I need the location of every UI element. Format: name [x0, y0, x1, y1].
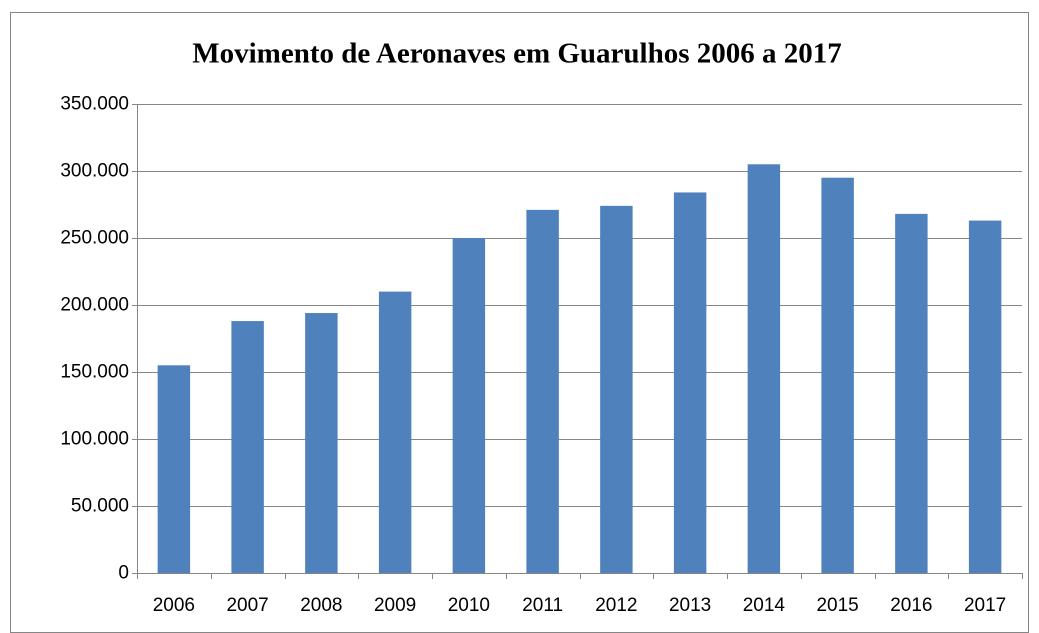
y-tick-label: 350.000: [60, 94, 129, 115]
y-tick-label: 150.000: [60, 362, 129, 383]
x-tick-label: 2014: [743, 595, 786, 616]
x-tick-label: 2008: [300, 595, 342, 616]
y-tick-label: 100.000: [60, 429, 129, 450]
bar: [821, 177, 854, 573]
bar: [157, 365, 191, 573]
y-tick-label: 250.000: [60, 228, 129, 249]
x-tick-label: 2013: [669, 595, 711, 616]
y-tick-label: 0: [118, 563, 129, 584]
x-tick-label: 2006: [153, 595, 195, 616]
y-tick-label: 50.000: [71, 496, 129, 517]
x-tick-label: 2007: [226, 595, 268, 616]
x-tick-label: 2012: [595, 595, 637, 616]
bar: [600, 205, 633, 573]
y-tick-label: 300.000: [60, 161, 129, 182]
x-tick-label: 2009: [374, 595, 416, 616]
bar: [452, 238, 486, 573]
x-tick-label: 2016: [890, 595, 932, 616]
bar: [895, 213, 928, 573]
bar: [968, 220, 1002, 573]
x-tick-label: 2015: [816, 595, 858, 616]
bar: [747, 164, 781, 574]
y-tick-label: 200.000: [60, 295, 129, 316]
bar: [526, 209, 559, 574]
x-tick-label: 2017: [964, 595, 1006, 616]
bar: [305, 313, 338, 573]
x-tick-label: 2011: [522, 595, 563, 616]
chart-title: Movimento de Aeronaves em Guarulhos 2006…: [192, 38, 842, 70]
bar: [231, 321, 264, 573]
bar: [673, 192, 707, 573]
x-tick-label: 2010: [448, 595, 490, 616]
bar: [378, 291, 412, 573]
